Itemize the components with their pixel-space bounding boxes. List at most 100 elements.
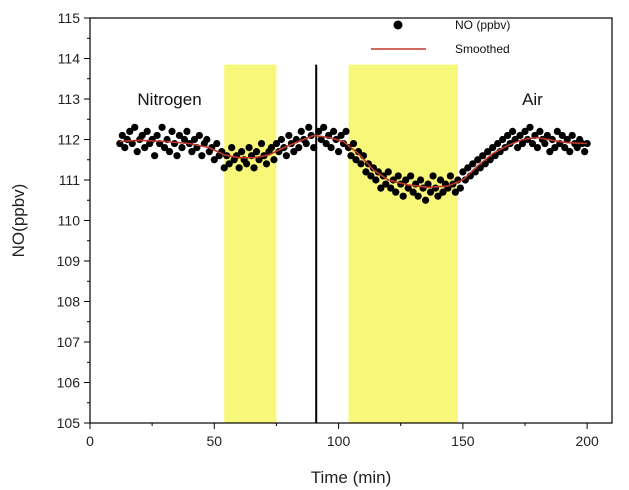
data-point: [484, 148, 492, 156]
data-point: [384, 168, 392, 176]
data-point: [183, 127, 191, 135]
data-point: [295, 144, 303, 152]
data-point: [165, 148, 174, 156]
data-point: [479, 152, 487, 160]
x-tick-label: 50: [206, 433, 222, 449]
data-point: [180, 135, 189, 144]
data-point: [128, 139, 136, 148]
data-point: [402, 176, 410, 184]
data-point: [362, 168, 370, 176]
data-point: [315, 127, 323, 135]
shaded-region-1: [224, 64, 277, 423]
data-point: [297, 127, 305, 135]
data-point: [354, 148, 363, 156]
data-point: [469, 160, 477, 168]
x-tick-label: 0: [86, 433, 94, 449]
data-point: [160, 144, 169, 152]
labels-layer: Time (min) NO(ppbv) Nitrogen Air NO (ppbv) Sm…: [9, 18, 543, 487]
data-point: [131, 123, 139, 131]
data-point: [141, 144, 149, 152]
data-point: [190, 135, 198, 144]
data-point: [210, 156, 218, 164]
y-tick-label: 108: [57, 294, 81, 310]
legend-marker-no: [393, 20, 403, 30]
data-point: [188, 148, 196, 156]
data-point: [528, 139, 537, 148]
data-point: [344, 144, 353, 152]
data-point: [320, 123, 328, 131]
data-point: [558, 131, 566, 140]
data-point: [551, 144, 559, 152]
y-tick-label: 114: [58, 51, 81, 67]
data-point: [347, 152, 355, 160]
annotation-nitrogen: Nitrogen: [137, 90, 201, 109]
data-point: [474, 156, 482, 164]
data-point: [285, 131, 293, 140]
data-point: [513, 144, 522, 152]
data-point: [407, 172, 415, 180]
y-tick-label: 110: [58, 213, 81, 229]
annotation-air: Air: [522, 90, 543, 109]
data-point: [126, 127, 134, 135]
data-point: [382, 180, 390, 188]
data-point: [121, 144, 129, 152]
data-point: [499, 135, 507, 144]
data-point: [168, 127, 176, 135]
data-point: [494, 139, 502, 148]
y-tick-label: 112: [58, 132, 81, 148]
data-point: [252, 148, 261, 156]
data-point: [521, 127, 529, 135]
data-point: [446, 172, 455, 180]
data-point: [310, 144, 318, 152]
data-point: [568, 131, 576, 140]
data-point: [118, 131, 126, 140]
data-point: [357, 160, 365, 168]
data-point: [464, 164, 472, 172]
data-point: [178, 144, 186, 152]
data-point: [277, 135, 285, 144]
data-point: [220, 164, 228, 172]
data-point: [327, 144, 335, 152]
data-point: [518, 139, 527, 148]
data-point: [459, 168, 467, 176]
data-point: [305, 123, 313, 131]
data-point: [203, 135, 211, 144]
data-point: [553, 127, 561, 135]
data-point: [526, 123, 534, 131]
data-point: [133, 148, 141, 156]
shaded-region-2: [348, 64, 458, 423]
data-point: [255, 156, 263, 164]
data-point: [461, 176, 469, 184]
series-layer: [116, 64, 591, 423]
data-point: [225, 160, 233, 168]
data-point: [173, 152, 181, 160]
legend-label-no: NO (ppbv): [455, 18, 510, 32]
data-point: [561, 144, 569, 152]
data-point: [290, 148, 298, 156]
data-point: [213, 139, 221, 148]
data-point: [404, 184, 412, 192]
data-point: [436, 176, 445, 184]
data-point: [377, 184, 385, 192]
smoothed-line: [119, 134, 588, 189]
data-point: [158, 123, 166, 131]
data-point: [302, 139, 310, 148]
data-point: [282, 152, 290, 160]
data-point: [533, 144, 542, 152]
y-tick-label: 105: [57, 415, 81, 431]
data-point: [262, 160, 271, 168]
data-point: [414, 192, 422, 200]
data-point: [322, 139, 330, 148]
y-axis-title: NO(ppbv): [9, 184, 28, 258]
x-tick-label: 200: [575, 433, 599, 449]
shaded-regions-layer: [224, 64, 458, 423]
legend-label-smoothed: Smoothed: [455, 42, 510, 56]
data-point: [195, 131, 203, 140]
data-point: [536, 127, 544, 135]
data-point: [409, 188, 417, 196]
data-point: [267, 144, 276, 152]
y-tick-label: 115: [58, 10, 81, 26]
data-point: [566, 148, 574, 156]
data-point: [257, 139, 266, 148]
data-point: [143, 127, 151, 135]
